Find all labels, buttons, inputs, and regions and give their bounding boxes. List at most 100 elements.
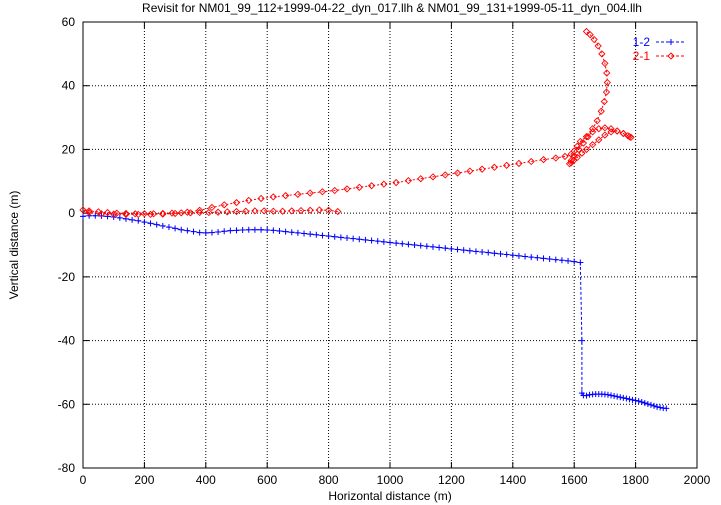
data-point	[153, 221, 160, 228]
data-point	[318, 188, 327, 196]
data-point	[159, 222, 166, 229]
data-point	[355, 183, 363, 191]
data-point	[479, 249, 486, 256]
y-tick-label: 60	[62, 15, 76, 29]
data-point	[269, 193, 277, 201]
data-point	[319, 232, 326, 239]
data-point	[177, 209, 185, 217]
data-point	[214, 208, 222, 216]
data-point	[260, 207, 268, 215]
data-point	[442, 245, 449, 252]
x-tick-label: 200	[134, 473, 154, 487]
data-point	[270, 227, 277, 234]
data-point	[399, 240, 406, 247]
data-point	[602, 88, 611, 96]
data-point	[611, 393, 618, 400]
data-point	[288, 207, 296, 215]
data-point	[582, 27, 591, 36]
data-point	[374, 238, 381, 245]
legend-label: 2-1	[633, 49, 651, 63]
data-point	[97, 210, 106, 218]
legend: 1-22-1	[633, 35, 686, 63]
data-point	[165, 224, 172, 231]
data-point	[146, 210, 155, 219]
data-point	[171, 209, 179, 218]
y-tick-label: 20	[62, 142, 76, 156]
y-tick-label: -40	[58, 334, 76, 348]
data-point	[515, 252, 522, 259]
data-point	[116, 214, 123, 221]
x-tick-label: 1000	[377, 473, 404, 487]
data-point	[135, 217, 142, 224]
data-point	[651, 402, 658, 409]
data-point	[94, 208, 102, 216]
data-point	[223, 208, 231, 216]
data-point	[356, 236, 363, 243]
data-point	[607, 128, 615, 136]
data-point	[251, 226, 258, 233]
data-point	[196, 229, 203, 236]
data-point	[598, 50, 606, 58]
data-point	[460, 247, 467, 254]
data-point	[552, 256, 559, 263]
data-point	[392, 178, 400, 187]
data-point	[269, 207, 277, 215]
series-group	[79, 27, 670, 412]
data-point	[208, 203, 216, 212]
data-point	[258, 226, 265, 233]
data-point	[380, 180, 388, 188]
x-tick-label: 1800	[622, 473, 649, 487]
data-point	[242, 207, 250, 215]
data-point	[278, 207, 287, 215]
data-point	[147, 220, 154, 227]
data-point	[343, 185, 351, 193]
data-point	[497, 250, 504, 257]
data-point	[232, 207, 241, 216]
data-point	[205, 208, 213, 217]
data-point	[134, 210, 142, 219]
y-tick-label: -20	[58, 270, 76, 284]
data-point	[647, 401, 654, 408]
data-point	[546, 256, 553, 263]
x-axis-ticks: 0 200 400 600 800 1000 1200 1400 1600 1800 2000	[80, 22, 711, 487]
data-point	[264, 227, 271, 234]
data-point	[593, 117, 601, 125]
data-point	[582, 145, 591, 154]
data-point	[294, 229, 301, 236]
y-tick-label: 40	[62, 79, 76, 93]
data-point	[528, 254, 535, 261]
data-point	[294, 190, 302, 198]
legend-marker	[668, 39, 674, 45]
legend-label: 1-2	[633, 35, 651, 49]
data-point	[367, 182, 376, 190]
series-line	[82, 215, 667, 409]
y-axis-label: Vertical distance (m)	[7, 191, 21, 300]
data-point	[503, 161, 511, 169]
data-point	[586, 31, 594, 39]
data-point	[362, 236, 369, 243]
data-point	[190, 228, 197, 235]
x-tick-label: 1400	[499, 473, 526, 487]
data-point	[573, 153, 581, 162]
data-point	[588, 128, 597, 136]
data-point	[85, 208, 93, 217]
data-point	[387, 239, 393, 246]
data-point	[232, 198, 241, 207]
data-point	[604, 391, 611, 398]
data-point	[540, 255, 547, 262]
data-point	[417, 175, 425, 183]
data-point	[220, 201, 228, 209]
data-point	[595, 136, 603, 144]
data-point	[404, 177, 413, 185]
data-point	[641, 400, 648, 407]
data-point	[567, 156, 575, 165]
data-point	[92, 212, 99, 219]
data-point	[561, 152, 569, 161]
data-point	[423, 243, 430, 250]
data-point	[245, 196, 253, 205]
data-point	[571, 258, 578, 265]
data-point	[313, 231, 320, 238]
data-point	[638, 399, 645, 406]
data-point	[122, 209, 130, 218]
